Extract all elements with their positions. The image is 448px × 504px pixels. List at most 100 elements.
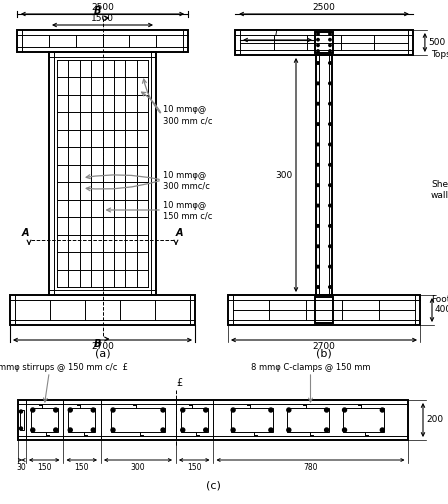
Circle shape [317, 38, 319, 41]
Circle shape [204, 428, 208, 432]
Bar [235, 30, 413, 55]
Circle shape [317, 50, 319, 52]
Text: (a): (a) [95, 348, 110, 358]
Bar [181, 408, 208, 432]
Text: 8 mmφ stirrups @ 150 mm c/c  £: 8 mmφ stirrups @ 150 mm c/c £ [0, 363, 128, 372]
Circle shape [68, 428, 72, 432]
Circle shape [317, 102, 319, 105]
Text: Footing: Footing [431, 295, 448, 304]
Circle shape [329, 123, 332, 125]
Text: £: £ [177, 378, 183, 388]
Circle shape [287, 428, 291, 432]
Circle shape [31, 428, 35, 432]
Circle shape [231, 408, 235, 412]
Circle shape [161, 408, 165, 412]
Circle shape [317, 163, 319, 166]
Bar [18, 400, 408, 440]
Bar [316, 55, 332, 295]
Text: (c): (c) [206, 480, 220, 490]
Circle shape [317, 123, 319, 125]
Circle shape [329, 286, 332, 288]
Circle shape [54, 428, 58, 432]
Bar [49, 52, 156, 295]
Circle shape [204, 408, 208, 412]
Circle shape [317, 265, 319, 268]
Text: 300: 300 [131, 463, 145, 472]
Circle shape [329, 33, 331, 35]
Text: A: A [176, 228, 184, 238]
Text: 150 mm c/c: 150 mm c/c [163, 212, 212, 221]
Circle shape [380, 428, 384, 432]
Circle shape [317, 82, 319, 85]
Circle shape [317, 184, 319, 186]
Circle shape [20, 410, 22, 413]
Bar [111, 408, 165, 432]
Circle shape [329, 163, 332, 166]
Text: B: B [94, 339, 102, 349]
Circle shape [181, 408, 185, 412]
Bar [343, 408, 384, 432]
Text: 300 mm c/c: 300 mm c/c [163, 116, 212, 125]
Bar [231, 408, 273, 432]
Text: 300 mmc/c: 300 mmc/c [163, 181, 210, 191]
Circle shape [181, 428, 185, 432]
Circle shape [329, 102, 332, 105]
Bar [20, 410, 24, 430]
Circle shape [68, 408, 72, 412]
Circle shape [329, 320, 332, 322]
Bar [287, 408, 328, 432]
Circle shape [317, 143, 319, 146]
Circle shape [161, 428, 165, 432]
Circle shape [329, 245, 332, 247]
Circle shape [329, 298, 332, 300]
Circle shape [317, 44, 319, 46]
Bar [315, 297, 333, 323]
Text: 400: 400 [435, 305, 448, 314]
Text: 2500: 2500 [91, 3, 114, 12]
Circle shape [329, 50, 331, 52]
Text: 300: 300 [276, 170, 293, 179]
Text: Shear
wall: Shear wall [431, 180, 448, 200]
Circle shape [317, 225, 319, 227]
Text: 10 mmφ@: 10 mmφ@ [163, 170, 206, 179]
Circle shape [329, 308, 332, 311]
Circle shape [343, 428, 347, 432]
Text: 10 mmφ@: 10 mmφ@ [163, 105, 206, 114]
Circle shape [380, 408, 384, 412]
Text: 150: 150 [74, 463, 89, 472]
Text: 2700: 2700 [91, 342, 114, 351]
Circle shape [329, 184, 332, 186]
Bar [228, 295, 420, 325]
Text: 150: 150 [187, 463, 202, 472]
Circle shape [329, 44, 331, 46]
Circle shape [325, 428, 328, 432]
Circle shape [343, 408, 347, 412]
Bar [10, 295, 195, 325]
Circle shape [329, 143, 332, 146]
Circle shape [329, 225, 332, 227]
Circle shape [329, 61, 332, 65]
Circle shape [325, 408, 328, 412]
Text: (b): (b) [316, 348, 332, 358]
Circle shape [91, 408, 95, 412]
Circle shape [317, 204, 319, 207]
Text: 200: 200 [426, 415, 443, 424]
Bar [68, 408, 95, 432]
Circle shape [20, 427, 22, 430]
Circle shape [287, 408, 291, 412]
Circle shape [111, 428, 115, 432]
Text: 780: 780 [303, 463, 318, 472]
Text: 1560: 1560 [91, 14, 114, 23]
Circle shape [317, 286, 319, 288]
Text: L: L [275, 29, 280, 38]
Circle shape [91, 428, 95, 432]
Text: 500: 500 [428, 38, 445, 47]
Circle shape [54, 408, 58, 412]
Circle shape [31, 408, 35, 412]
Circle shape [231, 428, 235, 432]
Circle shape [329, 82, 332, 85]
Text: 8 mmφ C-clamps @ 150 mm: 8 mmφ C-clamps @ 150 mm [251, 363, 370, 372]
Text: B: B [94, 6, 102, 16]
Circle shape [317, 298, 319, 300]
Circle shape [317, 245, 319, 247]
